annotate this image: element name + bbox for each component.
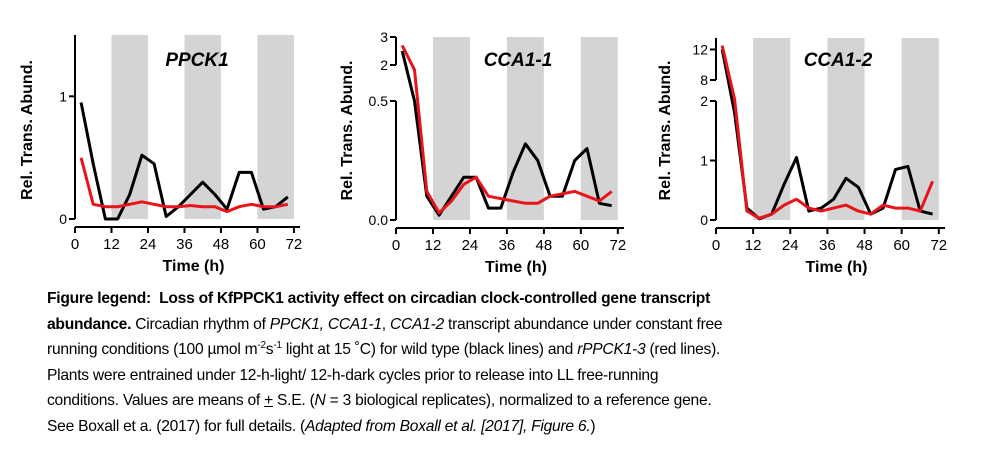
caption-text: abundance. [47,315,132,333]
caption-text: PPCK1, CCA1-1 [269,315,382,333]
caption-text: (red lines). [645,341,721,359]
caption-line: conditions. Values are means of + S.E. (… [47,388,977,414]
caption: Figure legend: Loss of KfPPCK1 activity … [47,286,977,440]
caption-line: Figure legend: Loss of KfPPCK1 activity … [47,286,977,312]
night-shading [257,35,294,219]
y-tick-label: 2 [380,57,388,73]
x-tick-label: 36 [819,237,836,254]
x-tick-label: 12 [425,237,442,254]
caption-text: ) [590,417,596,435]
caption-text: light at 15 ˚C) for wild type (black lin… [281,341,578,359]
caption-text: transcript abundance under constant free [443,315,723,333]
night-shading [753,38,791,220]
x-tick-label: 24 [140,236,157,253]
x-tick-label: 72 [930,237,947,254]
caption-text: conditions. Values are means of [47,392,265,410]
x-tick-label: 12 [103,236,120,253]
data-line [79,102,289,221]
caption-text: See Boxall et a. (2017) for full details… [47,417,305,435]
caption-line: Plants were entrained under 12-h-light/ … [47,363,977,389]
data-line [79,157,289,214]
y-tick-label: 1 [700,153,708,169]
x-tick-label: 72 [609,237,626,254]
x-tick-label: 36 [176,236,193,253]
caption-text: running conditions (100 µmol m [47,341,258,359]
x-tick-label: 60 [893,237,910,254]
x-tick-label: 0 [712,237,720,254]
x-tick-label: 0 [71,236,79,253]
caption-text: N [314,392,326,410]
y-tick-label: 1 [59,88,67,104]
caption-text: = 3 biological replicates), normalized t… [325,392,712,410]
caption-text: CCA1-2 [389,315,444,333]
night-shading [432,37,470,220]
y-tick-label: 2 [700,93,708,109]
x-tick-label: 48 [856,237,873,254]
caption-line: abundance. Circadian rhythm of PPCK1, CC… [47,312,977,338]
x-tick-label: 60 [249,236,266,253]
caption-line: running conditions (100 µmol m-2s-1 ligh… [47,337,977,363]
caption-line: See Boxall et a. (2017) for full details… [47,414,977,440]
caption-text: S.E. ( [272,392,315,410]
y-tick-label: 8 [700,72,708,88]
x-tick-label: 48 [213,236,230,253]
night-shading [580,37,618,220]
data-line [400,44,613,215]
chart-title: CCA1-1 [484,50,553,71]
x-tick-label: 60 [573,237,590,254]
x-tick-label: 48 [536,237,553,254]
y-tick-label: 3 [380,29,388,45]
night-shading [184,35,221,219]
y-tick-label: 0 [59,211,67,227]
y-tick-label: 12 [692,41,708,57]
caption-text: + [264,392,273,410]
y-tick-label: 0.5 [369,93,389,109]
caption-text: -2 [257,340,266,351]
caption-text: -1 [273,340,282,351]
x-tick-label: 24 [782,237,799,254]
x-tick-label: 36 [499,237,516,254]
caption-text: s [265,341,274,359]
chart-title: CCA1-2 [804,50,873,71]
x-axis-label: Time (h) [163,258,225,275]
night-shading [901,38,939,220]
y-axis-label: Rel. Trans. Abund. [19,60,36,200]
chart-title: PPCK1 [165,50,228,71]
caption-text: rPPCK1-3 [577,341,646,359]
x-axis-label: Time (h) [485,259,547,276]
x-tick-label: 12 [745,237,762,254]
caption-text: Plants were entrained under 12-h-light/ … [47,366,659,384]
y-axis-label: Rel. Trans. Abund. [657,61,674,201]
y-tick-label: 0.0 [369,212,389,228]
x-tick-label: 0 [392,237,400,254]
data-line [720,45,934,220]
caption-text: Adapted from Boxall et al. [2017], Figur… [304,417,591,435]
y-axis-label: Rel. Trans. Abund. [339,61,356,201]
x-tick-label: 24 [462,237,479,254]
caption-text: , [381,315,390,333]
night-shading [506,37,544,220]
caption-text: Figure legend: Loss of KfPPCK1 activity … [47,290,711,307]
night-shading [111,35,148,219]
y-tick-label: 0 [700,212,708,228]
x-tick-label: 72 [286,236,303,253]
x-axis-label: Time (h) [806,259,868,276]
caption-text: Circadian rhythm of [131,315,270,333]
